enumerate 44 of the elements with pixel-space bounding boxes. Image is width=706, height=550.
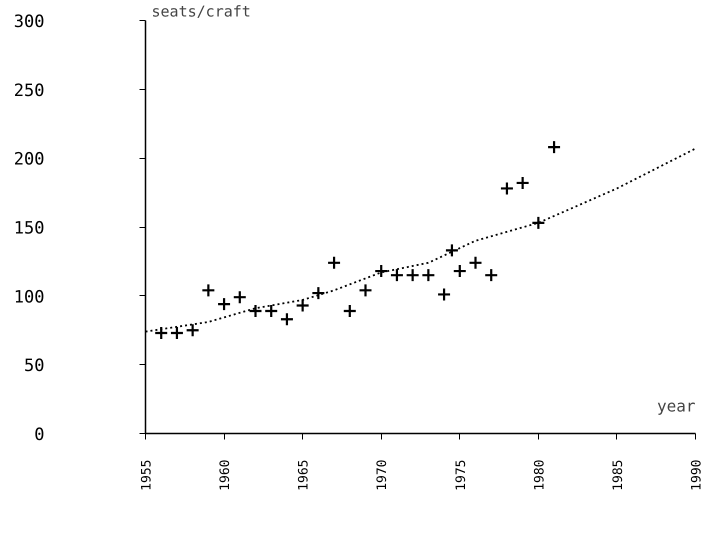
y-tick-label: 100	[14, 287, 45, 308]
point	[516, 176, 530, 190]
point	[186, 323, 200, 338]
point	[170, 326, 184, 340]
x-tick-label: 1985	[610, 459, 626, 491]
y-axis-title: seats/craft	[152, 2, 251, 20]
point	[248, 304, 263, 318]
y-tick-label: 0	[34, 425, 45, 445]
point	[468, 256, 483, 270]
point	[406, 268, 420, 282]
point	[374, 264, 388, 278]
y-tick-label: 50	[24, 356, 45, 376]
x-tick-label: 1990	[690, 459, 704, 491]
x-tick-label: 1955	[140, 459, 154, 491]
point	[311, 286, 326, 300]
y-tick-label: 150	[14, 218, 45, 238]
point	[500, 181, 514, 196]
point	[154, 326, 168, 340]
point	[531, 216, 546, 230]
point	[452, 264, 467, 278]
point	[296, 298, 310, 313]
point	[436, 287, 452, 302]
point	[546, 140, 562, 154]
x-tick-label: 1960	[218, 459, 234, 491]
x-axis-title: year	[656, 396, 696, 416]
y-tick-label: 300	[14, 12, 45, 32]
y-tick-label: 200	[14, 150, 45, 170]
x-tick-label: 1975	[454, 459, 469, 491]
point	[216, 296, 232, 312]
x-tick-label: 1980	[532, 459, 548, 491]
point	[342, 304, 357, 318]
point	[484, 268, 498, 282]
point	[232, 290, 247, 304]
point	[444, 243, 460, 258]
point	[280, 312, 294, 326]
x-tick-label: 1965	[296, 459, 312, 491]
x-tick-label: 1970	[375, 459, 390, 491]
point	[421, 268, 436, 282]
point	[358, 283, 373, 298]
point	[390, 268, 404, 282]
point	[201, 283, 216, 298]
y-tick-label: 250	[14, 80, 45, 101]
point	[326, 256, 342, 270]
point	[264, 304, 278, 318]
